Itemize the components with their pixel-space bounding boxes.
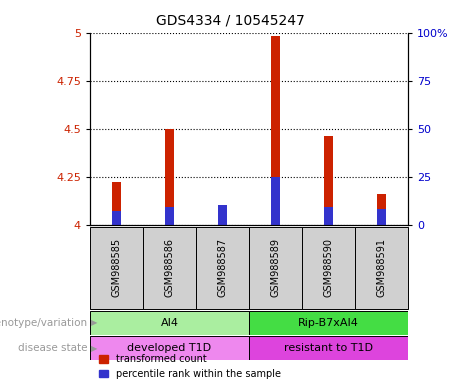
Text: ▶: ▶ <box>91 344 97 353</box>
Bar <box>90 227 143 309</box>
Bar <box>377 194 386 225</box>
Bar <box>302 227 355 309</box>
Bar <box>218 211 227 225</box>
Text: developed T1D: developed T1D <box>127 343 212 353</box>
Text: ▶: ▶ <box>91 318 97 328</box>
Text: resistant to T1D: resistant to T1D <box>284 343 373 353</box>
Bar <box>112 182 121 225</box>
Bar <box>271 177 280 225</box>
Bar <box>112 211 121 225</box>
Bar <box>90 336 249 360</box>
Bar <box>324 136 333 225</box>
Text: disease state: disease state <box>18 343 88 353</box>
Bar <box>143 227 196 309</box>
Bar <box>355 227 408 309</box>
Text: genotype/variation: genotype/variation <box>0 318 88 328</box>
Text: GSM988585: GSM988585 <box>112 238 121 297</box>
Text: GSM988591: GSM988591 <box>377 238 386 297</box>
Bar <box>90 311 249 335</box>
Bar <box>324 207 333 225</box>
Bar <box>249 227 302 309</box>
Text: GSM988587: GSM988587 <box>218 238 227 297</box>
Bar <box>377 209 386 225</box>
Bar <box>271 36 280 225</box>
Bar <box>196 227 249 309</box>
Text: Rip-B7xAI4: Rip-B7xAI4 <box>298 318 359 328</box>
Bar <box>249 336 408 360</box>
Text: GSM988589: GSM988589 <box>271 238 280 297</box>
Text: AI4: AI4 <box>160 318 178 328</box>
Bar <box>165 129 174 225</box>
Bar <box>218 205 227 225</box>
Bar <box>165 207 174 225</box>
Text: GDS4334 / 10545247: GDS4334 / 10545247 <box>156 13 305 27</box>
Text: GSM988586: GSM988586 <box>165 238 174 297</box>
Bar <box>249 311 408 335</box>
Legend: transformed count, percentile rank within the sample: transformed count, percentile rank withi… <box>100 354 281 379</box>
Text: GSM988590: GSM988590 <box>324 238 333 297</box>
